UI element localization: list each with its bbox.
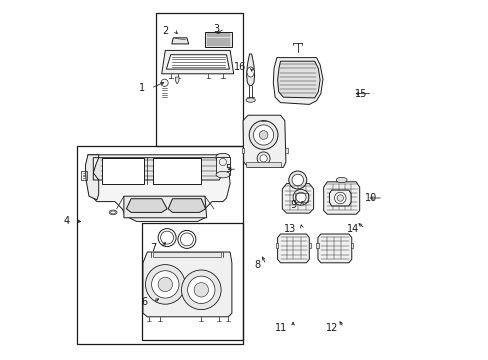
Polygon shape (242, 148, 244, 153)
Text: 11: 11 (275, 323, 287, 333)
Polygon shape (88, 155, 230, 221)
Polygon shape (273, 58, 322, 104)
Polygon shape (282, 184, 313, 213)
Polygon shape (316, 243, 318, 248)
Circle shape (253, 125, 273, 145)
Polygon shape (277, 234, 309, 263)
Circle shape (257, 152, 269, 165)
Ellipse shape (336, 177, 346, 183)
Text: 8: 8 (254, 260, 260, 270)
Polygon shape (284, 148, 287, 153)
Bar (246, 162, 281, 167)
Polygon shape (323, 182, 359, 214)
Text: 2: 2 (163, 26, 168, 36)
Polygon shape (277, 61, 320, 98)
Text: 9: 9 (290, 200, 296, 210)
Polygon shape (166, 55, 229, 69)
Circle shape (158, 277, 172, 292)
Text: 13: 13 (284, 224, 296, 234)
Bar (216, 157, 229, 175)
Circle shape (334, 192, 346, 204)
Polygon shape (168, 199, 205, 212)
Polygon shape (329, 190, 350, 206)
Text: 16: 16 (234, 62, 246, 72)
Text: 14: 14 (347, 224, 359, 234)
Polygon shape (317, 234, 351, 263)
Text: 4: 4 (63, 216, 70, 226)
Ellipse shape (216, 171, 229, 178)
Circle shape (288, 171, 306, 189)
Text: 5: 5 (225, 164, 231, 174)
Bar (152, 252, 221, 257)
Circle shape (194, 283, 208, 297)
Text: 1: 1 (139, 83, 145, 93)
Polygon shape (126, 199, 167, 212)
Circle shape (187, 276, 215, 303)
Polygon shape (276, 243, 278, 248)
Bar (294, 193, 307, 202)
Polygon shape (308, 243, 310, 248)
Circle shape (145, 265, 185, 304)
Bar (142, 223, 242, 340)
Polygon shape (246, 54, 254, 86)
Polygon shape (171, 38, 188, 44)
Ellipse shape (245, 98, 255, 102)
Ellipse shape (246, 67, 254, 77)
Circle shape (336, 195, 343, 201)
Circle shape (151, 271, 179, 298)
Polygon shape (85, 155, 99, 200)
Text: 12: 12 (325, 323, 337, 333)
Polygon shape (350, 243, 352, 248)
Polygon shape (93, 158, 223, 180)
Text: 10: 10 (365, 193, 377, 203)
Ellipse shape (216, 153, 229, 160)
Text: 6: 6 (141, 297, 147, 307)
Polygon shape (175, 77, 179, 84)
Bar (152, 158, 201, 184)
Bar (156, 13, 242, 146)
Bar (77, 146, 242, 344)
Circle shape (260, 155, 266, 162)
Bar (102, 158, 143, 184)
Circle shape (292, 189, 308, 205)
Bar (204, 32, 231, 47)
Circle shape (295, 192, 305, 202)
Circle shape (259, 131, 267, 139)
Circle shape (291, 174, 303, 186)
Text: 7: 7 (150, 243, 156, 253)
Circle shape (181, 270, 221, 310)
Polygon shape (123, 196, 206, 218)
Circle shape (249, 121, 277, 149)
Text: 3: 3 (213, 24, 219, 34)
Bar (81, 171, 87, 180)
Polygon shape (243, 115, 285, 167)
Text: 15: 15 (354, 89, 366, 99)
Polygon shape (162, 50, 233, 74)
Polygon shape (142, 252, 231, 317)
